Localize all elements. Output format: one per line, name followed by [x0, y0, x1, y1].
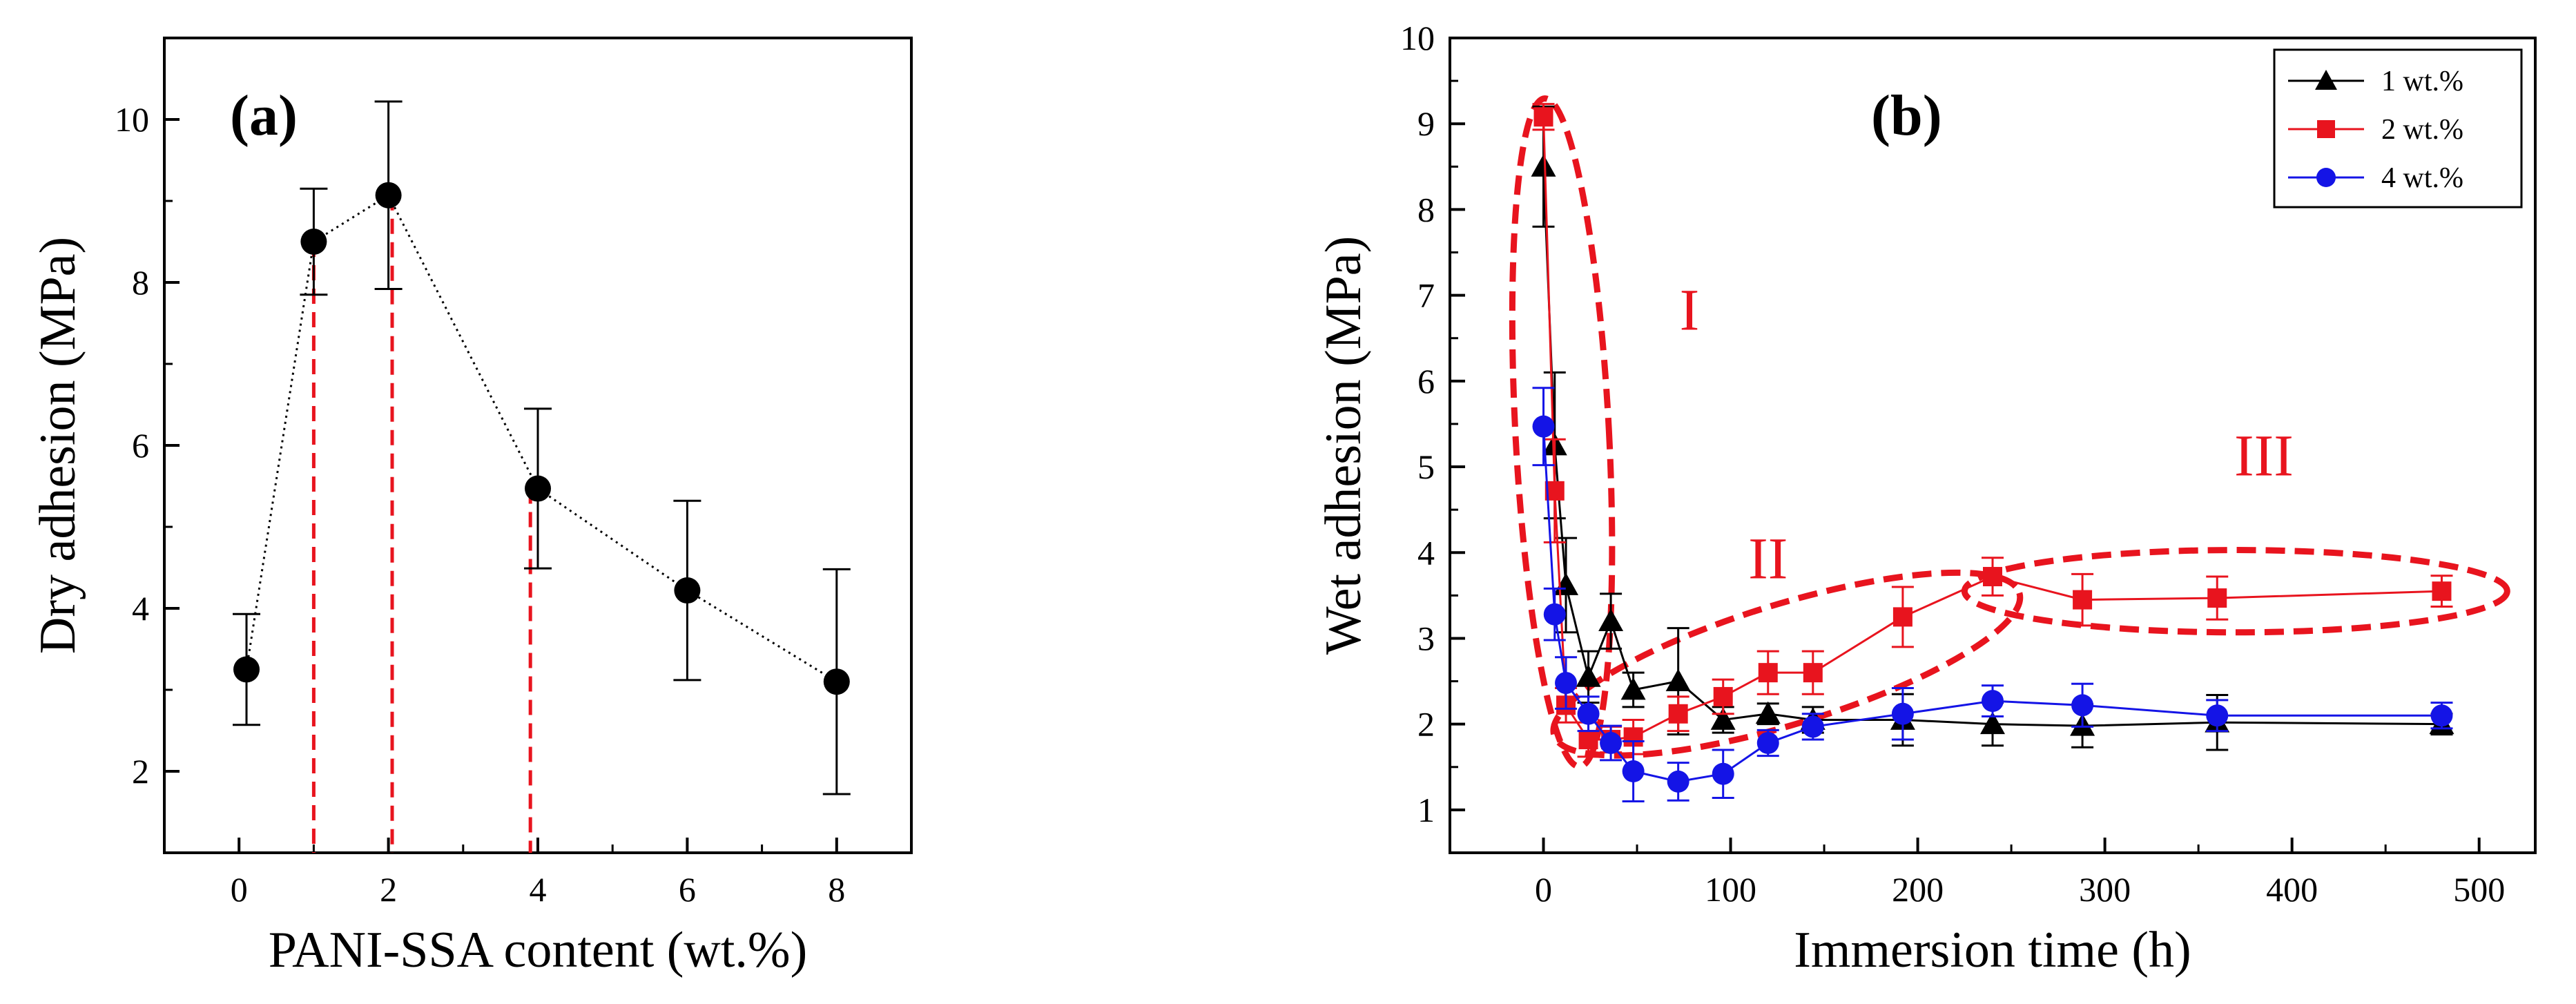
data-point: [2206, 704, 2229, 727]
legend-label: 2 wt.%: [2381, 114, 2463, 146]
legend-marker: [2317, 120, 2335, 138]
region-label: I: [1680, 276, 1700, 342]
x-tick-label: 200: [1892, 870, 1944, 909]
data-point: [1543, 603, 1566, 626]
data-point: [1622, 760, 1645, 782]
y-tick-label: 4: [132, 589, 149, 628]
data-point: [1555, 672, 1578, 695]
data-point: [1710, 707, 1736, 730]
data-point: [1577, 702, 1600, 725]
y-tick-label: 4: [1417, 533, 1435, 572]
data-point: [300, 229, 327, 255]
data-point: [1667, 770, 1689, 793]
series-0: [233, 100, 851, 795]
x-tick-label: 4: [530, 870, 547, 909]
data-point: [1713, 686, 1733, 706]
data-point: [1668, 704, 1688, 724]
data-point: [2432, 581, 2452, 601]
data-point: [1578, 730, 1598, 750]
data-point: [2430, 704, 2453, 727]
data-point: [1758, 663, 1778, 683]
data-point: [525, 475, 551, 502]
x-tick-label: 500: [2453, 870, 2505, 909]
x-tick-label: 300: [2079, 870, 2131, 909]
y-tick-label: 8: [1417, 190, 1435, 229]
data-point: [1598, 608, 1624, 632]
x-axis-label: PANI-SSA content (wt.%): [269, 922, 807, 978]
data-point: [1891, 702, 1914, 725]
panel-label: (b): [1871, 84, 1942, 148]
legend-marker: [2315, 70, 2337, 90]
plot-frame: [1449, 37, 2537, 854]
data-point: [1980, 711, 2005, 735]
y-tick-label: 6: [1417, 362, 1435, 400]
data-point: [2073, 590, 2093, 610]
data-point: [1982, 690, 2004, 713]
legend-marker: [2316, 168, 2336, 187]
legend: 1 wt.% 2 wt.% 4 wt.%: [2273, 48, 2523, 209]
data-point: [2071, 694, 2094, 717]
x-axis-label: Immersion time (h): [1794, 922, 2191, 978]
data-point: [1620, 677, 1646, 700]
x-tick-label: 100: [1705, 870, 1756, 909]
region-label: III: [2234, 422, 2294, 488]
x-tick-label: 8: [828, 870, 845, 909]
region-I-ellipse: [1509, 95, 1616, 770]
region-II-ellipse: [1550, 569, 2024, 759]
x-tick-label: 6: [679, 870, 696, 909]
data-point: [1803, 663, 1823, 683]
data-point: [1532, 415, 1555, 438]
y-tick-label: 6: [132, 426, 149, 465]
data-point: [1576, 664, 1601, 687]
region-label: II: [1748, 525, 1788, 592]
data-point: [375, 182, 402, 209]
data-point: [1533, 107, 1553, 127]
legend-label: 1 wt.%: [2381, 66, 2463, 97]
series-line: [245, 193, 837, 683]
y-axis-label: Dry adhesion (MPa): [30, 237, 86, 654]
y-tick-label: 1: [1417, 791, 1435, 829]
y-tick-label: 10: [115, 100, 149, 139]
panel-label: (a): [230, 84, 298, 148]
data-point: [1756, 732, 1779, 755]
data-point: [1801, 715, 1824, 738]
y-tick-label: 3: [1417, 619, 1435, 657]
data-point: [1665, 668, 1691, 691]
data-point: [823, 668, 850, 695]
y-tick-label: 5: [1417, 447, 1435, 486]
legend-label: 4 wt.%: [2381, 162, 2463, 194]
data-point: [1712, 762, 1734, 785]
chart-panel-a: 0 2 4 6 8 2 4 6 8 10 PANI-SSA content (wt.%) Dry ad…: [30, 37, 913, 978]
data-point: [2207, 588, 2227, 608]
y-tick-label: 9: [1417, 104, 1435, 143]
y-tick-label: 2: [1417, 705, 1435, 744]
y-tick-label: 2: [132, 752, 149, 791]
y-tick-label: 7: [1417, 276, 1435, 315]
y-axis-label: Wet adhesion (MPa): [1315, 236, 1372, 655]
data-point: [1553, 572, 1579, 595]
data-point: [1983, 567, 2002, 587]
y-tick-label: 8: [132, 263, 149, 302]
region-III-ellipse: [1961, 547, 2510, 636]
data-point: [1892, 607, 1912, 627]
chart-panel-b: 0 100 200 300 400 500 1 2 3 4 5 6 7 8 9 10 Immersion tim…: [1315, 19, 2537, 978]
x-tick-label: 2: [380, 870, 397, 909]
x-tick-label: 0: [1535, 870, 1552, 909]
data-point: [1755, 701, 1781, 724]
data-point: [674, 577, 701, 604]
data-point: [233, 656, 260, 683]
x-tick-label: 0: [231, 870, 248, 909]
x-tick-label: 400: [2266, 870, 2318, 909]
y-tick-label: 10: [1400, 19, 1435, 57]
series-2: [1532, 387, 2453, 802]
data-point: [1600, 732, 1623, 755]
data-point: [1531, 154, 1556, 177]
